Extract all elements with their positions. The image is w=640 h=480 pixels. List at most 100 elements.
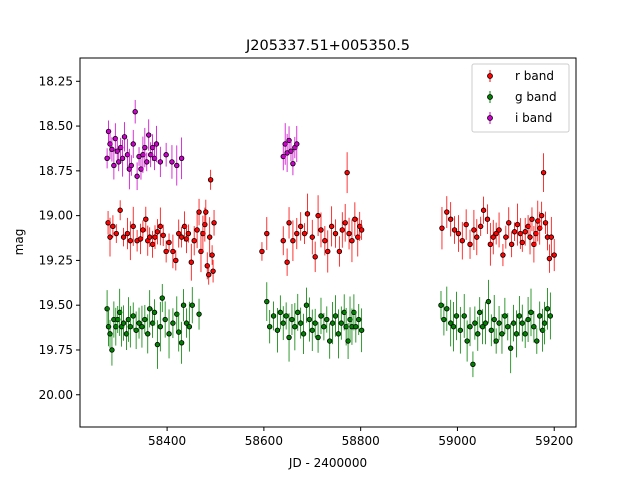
x-tick-label: 59200 [535,434,573,448]
y-tick-label: 19.75 [39,343,73,357]
data-point [194,227,200,233]
legend-label: i band [515,111,552,125]
data-point [146,234,153,240]
data-point [349,238,355,244]
data-point [133,327,139,333]
data-point [441,316,447,323]
data-point [544,306,551,312]
data-point [496,320,502,326]
data-point [169,159,175,165]
data-point [284,259,290,265]
data-point [477,309,483,316]
data-point [206,272,212,278]
data-point [546,255,553,262]
data-point [464,338,470,344]
data-point [178,340,185,346]
data-point [528,309,534,316]
data-point [104,155,110,162]
data-point [551,252,557,258]
data-point [130,141,136,147]
data-point [488,327,495,333]
data-point [312,254,318,260]
x-tick-label: 59000 [438,434,476,448]
data-point [534,338,540,344]
data-point [209,252,215,258]
data-point [280,320,286,326]
y-tick-label: 18.75 [39,164,73,178]
data-point [196,311,202,317]
legend-marker [487,94,493,100]
data-point [352,216,358,222]
data-point [178,234,185,240]
data-point [326,338,333,344]
legend-entry-i-band: i band [487,111,552,125]
data-point [294,230,300,237]
y-tick-label: 18.50 [39,119,73,133]
data-point [196,209,202,215]
data-point [166,331,172,337]
x-tick-label: 58400 [148,434,186,448]
data-point [270,313,277,319]
data-point [185,230,192,237]
legend-entry-g-band: g band [487,90,557,104]
data-point [173,257,179,264]
data-point [510,320,517,326]
data-point [264,298,270,305]
data-point [283,313,289,319]
data-point [444,209,450,215]
data-point [162,316,168,323]
data-point [297,320,304,326]
data-point [451,227,458,233]
data-point [178,155,185,162]
data-point [487,241,494,247]
data-point [356,316,362,323]
data-point [332,230,339,237]
data-point [127,323,134,330]
data-point [479,323,486,330]
data-point [342,220,348,226]
data-point [493,338,499,344]
data-point [467,241,473,247]
data-point [511,229,518,235]
data-point [146,306,153,312]
data-point [325,248,331,255]
data-point [157,223,164,230]
data-point [176,329,182,335]
data-point [266,323,273,330]
data-point [202,221,208,228]
data-point [480,207,487,213]
data-point [277,309,284,316]
data-point [154,341,161,348]
data-point [206,234,213,240]
data-point [111,162,117,169]
data-point [474,234,480,240]
data-point [170,248,176,255]
data-point [522,229,528,235]
data-point [519,239,525,246]
data-point [499,331,505,337]
data-point [461,313,467,319]
legend: r band g band i band [471,63,570,133]
data-point [312,320,318,326]
legend-label: r band [515,69,554,83]
data-point [157,323,164,330]
x-tick-label: 58800 [342,434,380,448]
data-point [309,327,315,333]
data-point [137,236,144,242]
data-point [309,234,315,240]
data-point [186,323,193,330]
data-point [459,238,465,244]
data-point [527,234,533,240]
data-point [288,148,294,154]
data-point [139,323,145,330]
data-point [188,259,194,265]
data-point [496,227,502,233]
data-point [295,309,301,316]
data-point [490,234,496,240]
data-point [163,152,169,158]
data-point [328,223,335,230]
data-point [174,162,180,169]
data-point [516,313,523,319]
data-point [145,331,151,337]
y-tick-label: 18.25 [39,74,73,88]
